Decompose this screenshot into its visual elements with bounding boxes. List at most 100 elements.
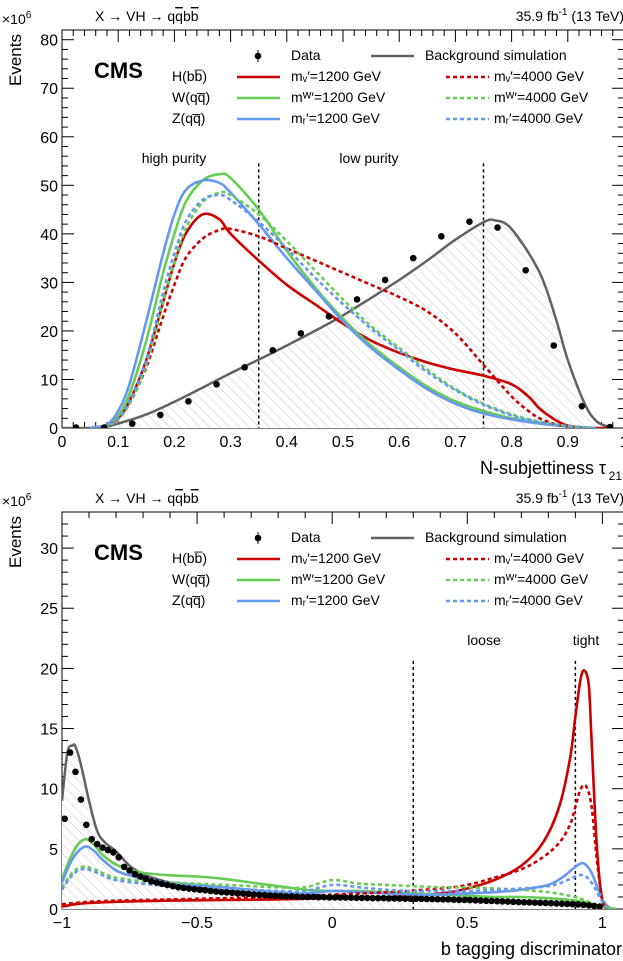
data-point <box>374 894 382 902</box>
y-tick-label: 60 <box>40 130 58 147</box>
y-multiplier-exp: 6 <box>26 492 32 503</box>
legend-dotted-label: mᵣ′=4000 GeV <box>494 110 584 126</box>
data-point <box>493 897 501 905</box>
data-point <box>147 878 155 885</box>
y-tick-label: 20 <box>40 324 58 341</box>
x-axis-label-subscript: 21 <box>609 469 623 483</box>
legend-solid-label: mᵣ′=1200 GeV <box>291 110 381 126</box>
data-point <box>542 899 549 907</box>
data-point <box>553 900 560 907</box>
legend-process-label: H(bb̅) <box>172 68 207 84</box>
data-point <box>223 889 231 896</box>
legend-data-label: Data <box>291 47 321 63</box>
btag-discriminator-panel: X → VH → qqbb 35.9 fb-1 (13 TeV) ×106 Event… <box>2 489 623 959</box>
data-point <box>558 900 566 908</box>
legend-data-marker <box>254 52 262 60</box>
data-point <box>255 891 263 899</box>
data-point <box>157 411 164 419</box>
data-point <box>477 897 485 904</box>
data-point <box>169 882 177 890</box>
data-point <box>325 313 333 320</box>
data-point <box>196 886 204 894</box>
legend-dotted-label: mᵂ′=4000 GeV <box>494 571 589 587</box>
data-point <box>137 873 144 880</box>
legend-process-label: Z(qq̅) <box>172 592 205 608</box>
legend-background-label: Background simulation <box>425 47 567 63</box>
data-point <box>164 881 171 889</box>
data-point <box>250 891 258 898</box>
lumi-energy: (13 TeV) <box>567 8 623 24</box>
data-point <box>72 768 79 776</box>
process-header-part: X → VH → <box>95 8 167 24</box>
data-point <box>326 894 333 901</box>
process-header-part: b <box>183 490 191 506</box>
data-point <box>293 893 301 901</box>
background-hatch-fill <box>62 744 616 909</box>
x-tick-label: 0.1 <box>107 434 129 451</box>
signal-curve <box>89 172 596 428</box>
x-tick-label: 0.9 <box>557 434 579 451</box>
data-point <box>304 893 312 901</box>
data-point <box>331 894 339 901</box>
x-tick-label: 0.4 <box>276 434 298 451</box>
data-point <box>364 894 371 902</box>
region-label: high purity <box>142 150 207 166</box>
signal-curve <box>62 845 612 909</box>
data-point <box>466 218 473 226</box>
cms-label: CMS <box>94 58 143 83</box>
data-point <box>277 892 285 900</box>
y-tick-label: 80 <box>40 33 58 50</box>
signal-curve <box>89 178 596 428</box>
data-point <box>153 879 160 886</box>
x-tick-label: 0.3 <box>219 434 241 451</box>
signal-curve <box>89 193 596 428</box>
data-point <box>412 895 420 903</box>
legend-background-label: Background simulation <box>425 529 567 545</box>
data-point <box>320 893 328 901</box>
y-multiplier: ×106 <box>2 10 32 27</box>
data-point <box>438 232 445 240</box>
data-point <box>445 896 452 903</box>
data-point <box>201 887 209 894</box>
data-point <box>563 900 571 908</box>
legend-data-label: Data <box>291 529 321 545</box>
data-point <box>218 888 225 896</box>
data-point <box>158 880 166 888</box>
legend-process-label: Z(qq̅) <box>172 110 205 126</box>
data-point <box>423 895 431 903</box>
region-label: low purity <box>339 150 398 166</box>
x-axis-label-main: N-subjettiness <box>480 458 594 478</box>
data-point <box>381 276 389 284</box>
data-point <box>550 342 558 349</box>
legend-solid-label: mᵂ′=1200 GeV <box>291 89 386 105</box>
data-point <box>472 897 479 904</box>
data-point <box>207 887 214 895</box>
y-axis-label: Events <box>6 516 25 568</box>
region-label: tight <box>573 632 600 648</box>
y-tick-label: 25 <box>40 601 58 618</box>
data-point <box>212 888 220 895</box>
data-point <box>391 895 398 902</box>
data-point <box>418 895 425 903</box>
data-point <box>466 896 474 904</box>
y-tick-label: 5 <box>49 842 58 859</box>
y-tick-label: 30 <box>40 275 58 292</box>
data-point <box>428 895 436 903</box>
data-point <box>342 894 350 901</box>
lumi-exp: -1 <box>559 7 568 18</box>
data-point <box>509 898 517 906</box>
lumi-exp: -1 <box>559 489 568 500</box>
legend-process-label: H(bb̅) <box>172 550 207 566</box>
legend-solid-label: mᵥ′=1200 GeV <box>291 68 382 84</box>
data-point <box>353 894 360 902</box>
data-point <box>526 899 533 906</box>
signal-curve <box>62 783 609 909</box>
data-point <box>522 266 529 274</box>
data-point <box>499 898 506 905</box>
lumi-energy: (13 TeV) <box>567 490 623 506</box>
signal-curve <box>62 867 612 909</box>
data-point <box>83 821 90 829</box>
data-point <box>100 424 108 428</box>
y-multiplier-base: ×10 <box>2 493 26 509</box>
x-tick-label: −1 <box>53 915 71 932</box>
